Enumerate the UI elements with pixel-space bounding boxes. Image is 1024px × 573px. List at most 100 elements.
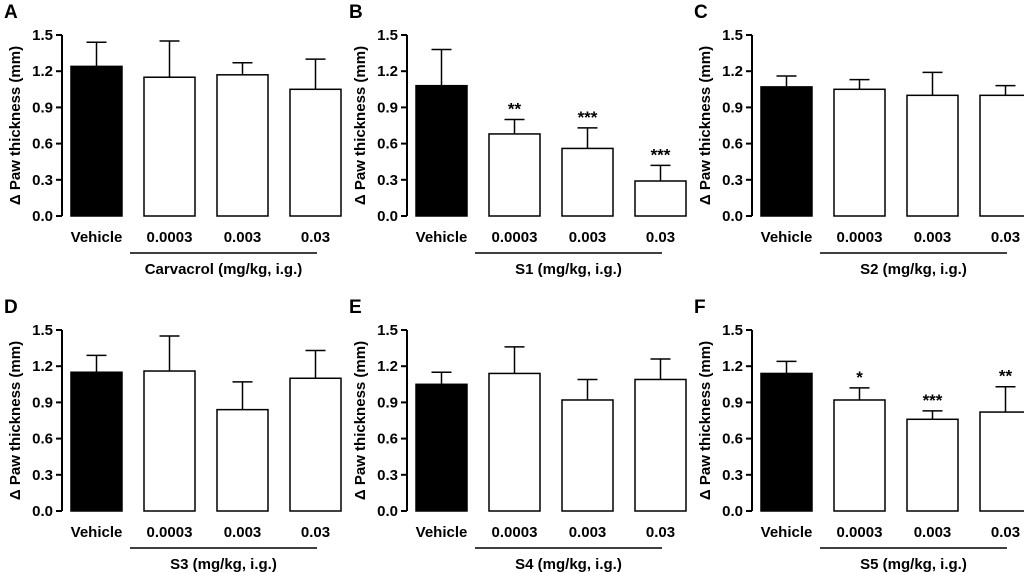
panel-e: E 0.0 0.3 0.6 0.9 1.2 1.5 Δ Paw thickness (mm) V… — [349, 297, 687, 573]
y-tick-label: 1.5 — [32, 322, 53, 339]
y-tick-label: 0.3 — [32, 467, 53, 484]
y-tick-label: 1.2 — [377, 358, 398, 375]
y-tick-label: 0.0 — [722, 503, 743, 520]
x-category-label: 0.0003 — [837, 524, 883, 541]
bar-dose — [143, 370, 196, 512]
bar-dose — [488, 133, 541, 217]
significance-marker: ** — [999, 367, 1013, 386]
x-category-label: 0.0003 — [147, 229, 193, 246]
bar-dose — [488, 372, 541, 512]
significance-marker: *** — [578, 108, 598, 127]
bar-vehicle — [760, 86, 813, 217]
group-label: S1 (mg/kg, i.g.) — [515, 261, 622, 278]
panel-label: A — [4, 2, 18, 23]
y-tick-label: 1.2 — [32, 63, 53, 80]
y-tick-label: 1.5 — [722, 322, 743, 339]
x-category-label: 0.0003 — [492, 229, 538, 246]
x-category-label: 0.0003 — [492, 524, 538, 541]
bar-vehicle — [415, 84, 468, 217]
bar-dose — [561, 399, 614, 512]
y-tick-label: 1.2 — [377, 63, 398, 80]
x-category-label: 0.03 — [991, 524, 1020, 541]
y-tick-label: 1.5 — [722, 27, 743, 44]
bar-dose — [289, 88, 342, 217]
group-label: S2 (mg/kg, i.g.) — [860, 261, 967, 278]
y-tick-label: 0.3 — [722, 467, 743, 484]
y-tick-label: 1.2 — [722, 63, 743, 80]
panel-b: B 0.0 0.3 0.6 0.9 1.2 1.5 Δ Paw thickness (mm) V… — [349, 2, 687, 278]
x-category-label: 0.03 — [991, 229, 1020, 246]
bar-dose — [979, 411, 1024, 512]
panel-a: A 0.0 0.3 0.6 0.9 1.2 1.5 Δ Paw thickness (mm) V… — [4, 2, 342, 278]
y-tick-label: 0.3 — [32, 172, 53, 189]
y-tick-label: 0.9 — [377, 394, 398, 411]
bar-vehicle — [415, 383, 468, 512]
bar-dose — [906, 418, 959, 512]
y-tick-label: 0.0 — [32, 503, 53, 520]
bar-dose — [634, 180, 687, 217]
bar-dose — [634, 378, 687, 512]
panel-label: D — [4, 297, 18, 318]
y-tick-label: 0.9 — [32, 394, 53, 411]
x-category-label: Vehicle — [761, 524, 813, 541]
y-tick-label: 0.6 — [722, 136, 743, 153]
x-category-label: 0.03 — [301, 524, 330, 541]
significance-marker: ** — [508, 99, 522, 118]
group-label: S4 (mg/kg, i.g.) — [515, 556, 622, 573]
y-tick-label: 0.6 — [32, 136, 53, 153]
y-tick-label: 0.9 — [377, 99, 398, 116]
y-tick-label: 0.9 — [722, 99, 743, 116]
x-category-label: 0.0003 — [837, 229, 883, 246]
x-category-label: 0.003 — [569, 524, 607, 541]
x-category-label: 0.03 — [301, 229, 330, 246]
y-tick-label: 1.5 — [377, 27, 398, 44]
panel-d: D 0.0 0.3 0.6 0.9 1.2 1.5 Δ Paw thickness (mm) V… — [4, 297, 342, 573]
y-tick-label: 0.3 — [377, 467, 398, 484]
y-tick-label: 0.0 — [32, 208, 53, 225]
bar-dose — [561, 147, 614, 217]
y-tick-label: 1.5 — [377, 322, 398, 339]
bar-vehicle — [70, 65, 123, 217]
bar-vehicle — [70, 371, 123, 512]
panel-f: F 0.0 0.3 0.6 0.9 1.2 1.5 Δ Paw thickness (mm) V… — [694, 297, 1024, 573]
bar-dose — [216, 74, 269, 217]
x-category-label: 0.003 — [914, 229, 952, 246]
group-label: Carvacrol (mg/kg, i.g.) — [145, 261, 303, 278]
y-tick-label: 0.3 — [377, 172, 398, 189]
y-axis-label: Δ Paw thickness (mm) — [7, 46, 24, 205]
group-label: S3 (mg/kg, i.g.) — [170, 556, 277, 573]
y-tick-label: 0.6 — [377, 431, 398, 448]
bar-dose — [833, 88, 886, 217]
bar-dose — [143, 76, 196, 217]
panel-label: C — [694, 2, 708, 23]
y-tick-label: 0.9 — [722, 394, 743, 411]
bar-dose — [216, 408, 269, 512]
y-tick-label: 0.6 — [377, 136, 398, 153]
y-axis-label: Δ Paw thickness (mm) — [7, 341, 24, 500]
x-category-label: 0.003 — [914, 524, 952, 541]
y-tick-label: 0.9 — [32, 99, 53, 116]
x-category-label: 0.03 — [646, 524, 675, 541]
significance-marker: *** — [651, 145, 671, 164]
bar-dose — [979, 94, 1024, 217]
y-axis-label: Δ Paw thickness (mm) — [697, 46, 714, 205]
x-category-label: Vehicle — [416, 524, 468, 541]
y-tick-label: 0.0 — [377, 503, 398, 520]
x-category-label: 0.003 — [224, 524, 262, 541]
x-category-label: Vehicle — [71, 524, 123, 541]
y-tick-label: 1.2 — [32, 358, 53, 375]
y-axis-label: Δ Paw thickness (mm) — [697, 341, 714, 500]
bar-vehicle — [760, 372, 813, 512]
panel-c: C 0.0 0.3 0.6 0.9 1.2 1.5 Δ Paw thickness (mm) V… — [694, 2, 1024, 278]
y-tick-label: 1.5 — [32, 27, 53, 44]
y-tick-label: 0.6 — [722, 431, 743, 448]
x-category-label: Vehicle — [761, 229, 813, 246]
bar-dose — [833, 399, 886, 512]
bar-dose — [906, 94, 959, 217]
bar-dose — [289, 377, 342, 512]
y-tick-label: 1.2 — [722, 358, 743, 375]
x-category-label: 0.003 — [224, 229, 262, 246]
x-category-label: Vehicle — [71, 229, 123, 246]
x-category-label: 0.003 — [569, 229, 607, 246]
